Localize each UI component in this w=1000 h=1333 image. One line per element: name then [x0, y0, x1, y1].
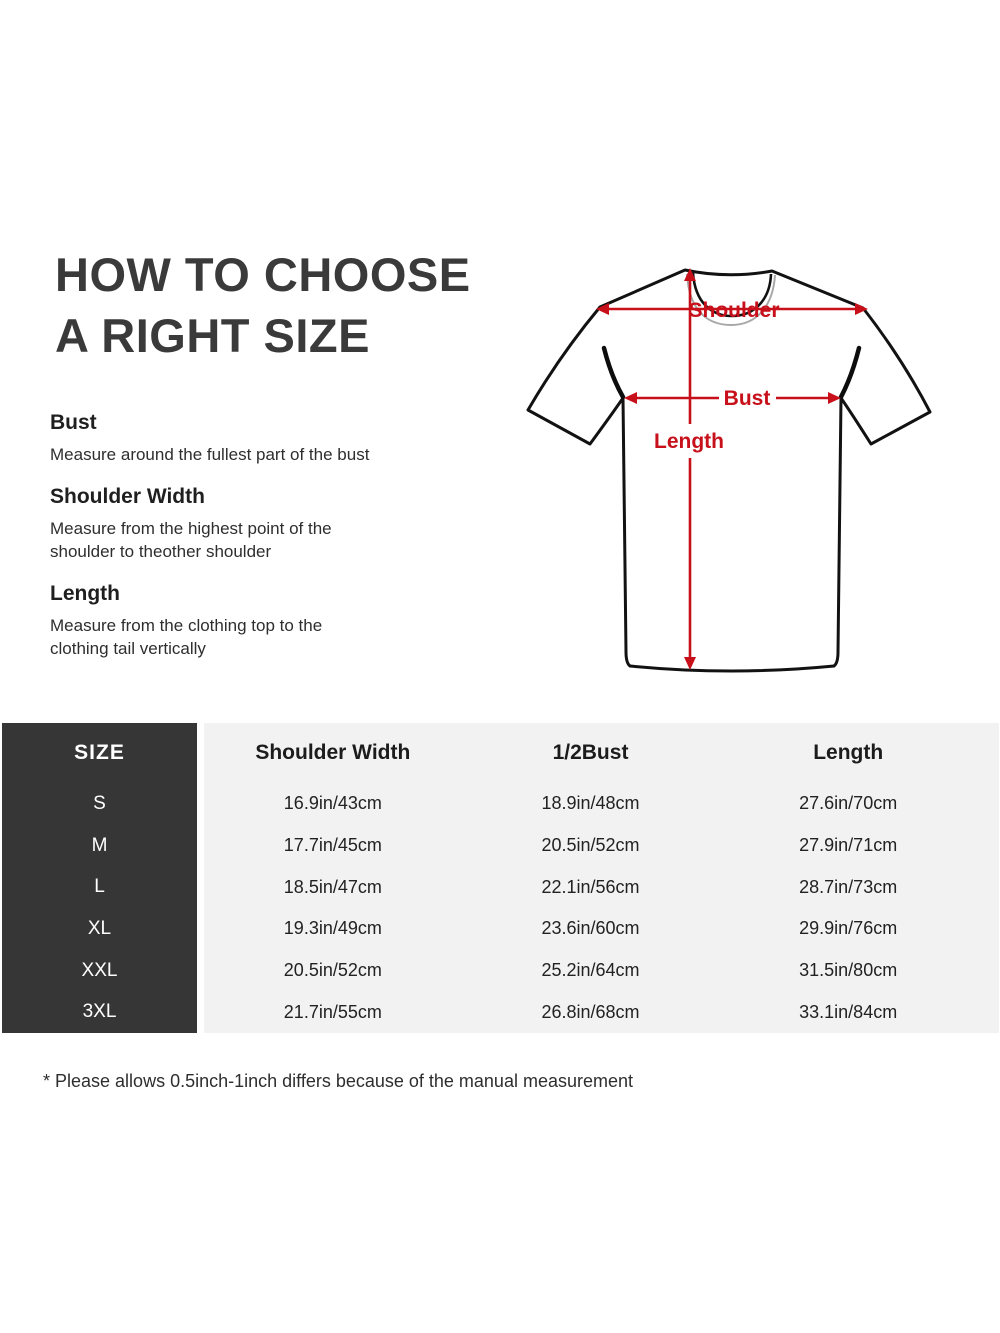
cell-xl-shoulder: 19.3in/49cm — [283, 918, 382, 939]
instruction-shoulder-text-line-1: Measure from the highest point of the — [50, 519, 332, 538]
instruction-bust: Bust Measure around the fullest part of … — [50, 411, 490, 466]
instruction-length: Length Measure from the clothing top to … — [50, 582, 490, 660]
size-column: SIZE S M L XL XXL 3XL — [2, 723, 197, 1033]
table-row-m: 17.7in/45cm 20.5in/52cm 27.9in/71cm — [204, 825, 999, 867]
cell-m-bust: 20.5in/52cm — [541, 835, 640, 855]
table-row-xl: 19.3in/49cm 23.6in/60cm 29.9in/76cm — [204, 908, 999, 950]
cell-s-shoulder: 16.9in/43cm — [283, 793, 382, 814]
instruction-shoulder-text-line-2: shoulder to theother shoulder — [50, 542, 272, 561]
cell-l-bust: 22.1in/56cm — [541, 876, 640, 897]
collar-shadow-line — [686, 273, 776, 327]
table-row-xxl: 20.5in/52cm 25.2in/64cm 31.5in/80cm — [204, 950, 999, 992]
page-title-line-2: A RIGHT SIZE — [55, 309, 370, 362]
cell-3xl-length: 33.1in/84cm — [799, 1001, 898, 1022]
shoulder-measure-arrow: Shoulder — [596, 299, 868, 322]
size-label-xl: XL — [87, 917, 112, 939]
page-title: HOW TO CHOOSE A RIGHT SIZE — [55, 244, 471, 366]
size-label-m: M — [91, 834, 108, 856]
table-row-s: 16.9in/43cm 18.9in/48cm 27.6in/70cm — [204, 783, 999, 825]
instruction-shoulder-width: Shoulder Width Measure from the highest … — [50, 485, 490, 563]
size-label-xxl: XXL — [81, 959, 118, 981]
cell-3xl-bust: 26.8in/68cm — [541, 1001, 640, 1022]
size-chart-table: SIZE S M L XL XXL 3XL Shoulder Width 1/2… — [2, 723, 999, 1033]
bust-measure-label: Bust — [724, 387, 771, 410]
cell-3xl-shoulder: 21.7in/55cm — [283, 1001, 382, 1022]
cell-s-length: 27.6in/70cm — [799, 793, 898, 814]
cell-m-length: 27.9in/71cm — [799, 835, 898, 855]
measurements-header-row: Shoulder Width 1/2Bust Length — [204, 723, 999, 783]
instruction-bust-text: Measure around the fullest part of the b… — [50, 445, 370, 464]
size-label-l: L — [94, 876, 105, 898]
column-header-half-bust: 1/2Bust — [552, 741, 629, 764]
cell-xxl-length: 31.5in/80cm — [799, 960, 898, 981]
cell-l-length: 28.7in/73cm — [799, 876, 898, 897]
instruction-length-text-line-1: Measure from the clothing top to the — [50, 616, 323, 635]
instruction-bust-heading: Bust — [50, 411, 97, 434]
shoulder-measure-label: Shoulder — [688, 299, 779, 322]
table-row-l: 18.5in/47cm 22.1in/56cm 28.7in/73cm — [204, 866, 999, 908]
size-label-3xl: 3XL — [82, 1001, 117, 1023]
size-column-header: SIZE — [74, 741, 125, 764]
column-header-shoulder-width: Shoulder Width — [255, 741, 411, 764]
left-armpit-seam — [601, 345, 626, 400]
measurement-instructions: Bust Measure around the fullest part of … — [50, 411, 490, 679]
cell-xl-bust: 23.6in/60cm — [541, 918, 640, 939]
cell-xxl-bust: 25.2in/64cm — [541, 960, 640, 981]
cell-xl-length: 29.9in/76cm — [799, 918, 898, 939]
instruction-length-heading: Length — [50, 582, 120, 605]
length-measure-arrow: Length — [654, 268, 724, 670]
tshirt-outline — [526, 268, 932, 673]
cell-l-shoulder: 18.5in/47cm — [283, 876, 382, 897]
column-header-length: Length — [813, 741, 884, 764]
cell-m-shoulder: 17.7in/45cm — [283, 835, 382, 855]
cell-s-bust: 18.9in/48cm — [541, 793, 640, 814]
tshirt-measurement-diagram: Shoulder Bust Length — [526, 268, 932, 673]
page-title-line-1: HOW TO CHOOSE — [55, 248, 471, 301]
length-measure-label: Length — [654, 430, 724, 453]
right-armpit-seam — [838, 345, 862, 400]
table-row-3xl: 21.7in/55cm 26.8in/68cm 33.1in/84cm — [204, 991, 999, 1033]
bust-measure-arrow: Bust — [624, 387, 841, 410]
instruction-shoulder-heading: Shoulder Width — [50, 485, 205, 508]
collar-band-line — [691, 272, 773, 318]
instruction-length-text-line-2: clothing tail vertically — [50, 639, 206, 658]
measurement-disclaimer: * Please allows 0.5inch-1inch differs be… — [43, 1071, 634, 1091]
measurements-panel: Shoulder Width 1/2Bust Length 16.9in/43c… — [204, 723, 999, 1033]
size-label-s: S — [93, 792, 106, 814]
cell-xxl-shoulder: 20.5in/52cm — [283, 960, 382, 981]
